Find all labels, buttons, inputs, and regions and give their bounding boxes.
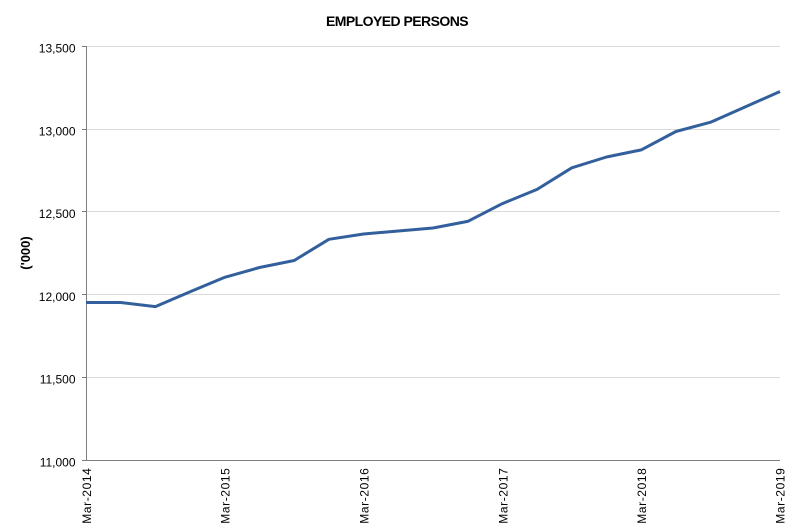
svg-text:Mar-2015: Mar-2015: [219, 468, 233, 524]
svg-text:13,000: 13,000: [39, 124, 76, 138]
svg-text:Mar-2019: Mar-2019: [774, 468, 788, 524]
svg-text:('000): ('000): [18, 236, 33, 269]
svg-text:Mar-2018: Mar-2018: [635, 468, 649, 524]
svg-text:11,000: 11,000: [40, 456, 76, 470]
svg-text:12,500: 12,500: [39, 207, 76, 221]
svg-text:11,500: 11,500: [40, 373, 76, 387]
svg-text:Mar-2017: Mar-2017: [496, 468, 510, 524]
svg-text:13,500: 13,500: [39, 42, 76, 56]
svg-text:12,000: 12,000: [39, 290, 76, 304]
svg-text:Mar-2014: Mar-2014: [80, 468, 94, 524]
svg-text:EMPLOYED PERSONS: EMPLOYED PERSONS: [326, 13, 468, 29]
svg-text:Mar-2016: Mar-2016: [358, 468, 372, 524]
